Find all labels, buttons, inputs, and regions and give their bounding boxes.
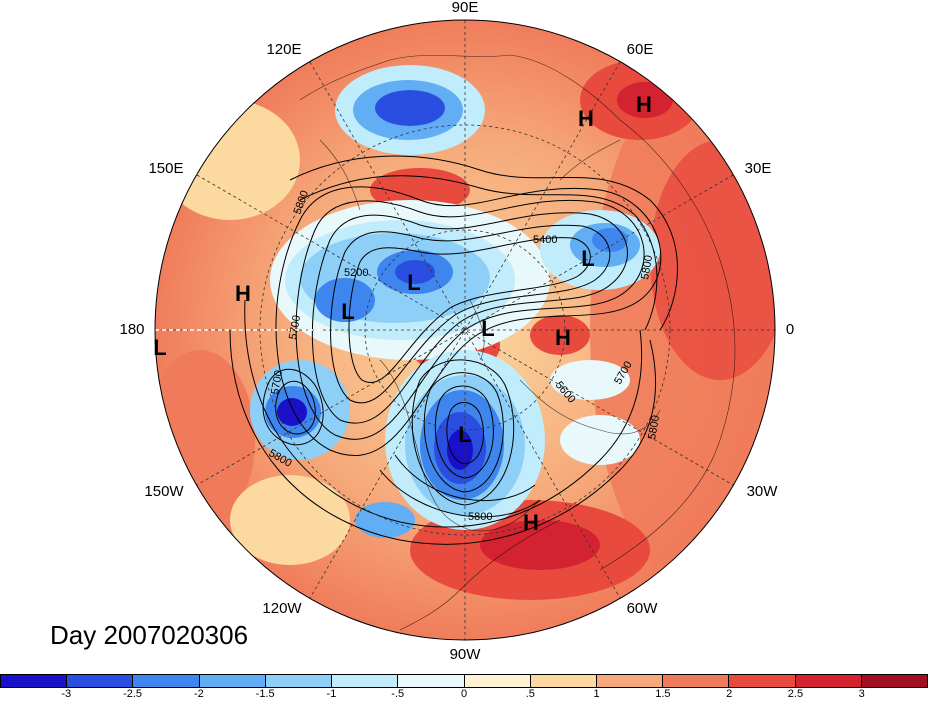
low-marker: L xyxy=(341,299,354,324)
lon-label-30w: 30W xyxy=(747,483,779,500)
lon-label-180: 180 xyxy=(119,321,144,338)
polar-map: 90E 120E 60E 150E 30E 180 0 150W 30W 120… xyxy=(119,0,794,663)
colorbar-tick-label: -2 xyxy=(193,688,204,700)
colorbar-tick-label: -1.5 xyxy=(255,688,275,700)
colorbar-tick-label: -2.5 xyxy=(123,688,143,700)
colorbar-tick-label: 3 xyxy=(858,688,865,700)
contour-label: 5800 xyxy=(639,254,655,280)
low-marker: L xyxy=(407,270,420,295)
contour-label: 5800 xyxy=(468,511,492,523)
colorbar-tick-label: 2 xyxy=(726,688,733,700)
colorbar-labels: -3 -2.5 -2 -1.5 -1 -.5 0 .5 1 1.5 2 2.5 3 xyxy=(0,688,928,702)
colorbar-segment xyxy=(1,675,68,687)
colorbar-segment xyxy=(663,675,730,687)
colorbar-tick-label: -1 xyxy=(326,688,337,700)
lon-label-120w: 120W xyxy=(262,600,302,617)
contour-label: 5400 xyxy=(533,234,557,246)
colorbar-segment xyxy=(530,675,597,687)
lon-label-150w: 150W xyxy=(144,483,184,500)
colorbar-segment xyxy=(596,675,664,687)
low-marker: L xyxy=(481,316,494,341)
low-marker: L xyxy=(153,335,166,360)
lon-label-30e: 30E xyxy=(745,160,772,177)
colorbar-segment xyxy=(199,675,266,687)
colorbar-segment xyxy=(861,675,928,687)
high-marker: H xyxy=(555,325,571,350)
lon-label-120e: 120E xyxy=(266,41,301,58)
colorbar-tick-label: 1.5 xyxy=(655,688,671,700)
high-marker: H xyxy=(578,106,594,131)
colorbar-segment xyxy=(67,675,134,687)
high-marker: H xyxy=(636,92,652,117)
colorbar-segment xyxy=(332,675,399,687)
colorbar-tick-label: .5 xyxy=(525,688,535,700)
lon-label-60w: 60W xyxy=(627,600,659,617)
colorbar-segment xyxy=(398,675,465,687)
low-marker: L xyxy=(458,422,471,447)
colorbar xyxy=(0,674,928,688)
high-marker: H xyxy=(235,281,251,306)
contour-label: 5700 xyxy=(269,369,285,395)
pressure-centers: H H H L L L H L L H L xyxy=(153,92,652,535)
contour-label: 5800 xyxy=(646,414,662,440)
colorbar-segment xyxy=(729,675,796,687)
map-title: Day 2007020306 xyxy=(50,620,249,650)
coastlines xyxy=(299,54,736,631)
colorbar-tick-label: -3 xyxy=(61,688,72,700)
lon-label-90w: 90W xyxy=(450,646,482,663)
contour-label: 5700 xyxy=(287,314,303,340)
lon-label-60e: 60E xyxy=(627,41,654,58)
colorbar-segment xyxy=(265,675,333,687)
low-marker: L xyxy=(581,246,594,271)
lon-label-0: 0 xyxy=(786,321,794,338)
colorbar-segment xyxy=(795,675,862,687)
longitude-labels: 90E 120E 60E 150E 30E 180 0 150W 30W 120… xyxy=(119,0,794,663)
colorbar-tick-label: 0 xyxy=(460,688,468,700)
anomaly-field xyxy=(155,20,775,640)
colorbar-segment xyxy=(464,675,531,687)
high-marker: H xyxy=(523,510,539,535)
colorbar-tick-label: 2.5 xyxy=(787,688,804,700)
map-border xyxy=(154,19,776,641)
lon-label-90e: 90E xyxy=(452,0,479,16)
colorbar-tick-label: -.5 xyxy=(391,688,405,700)
height-contours xyxy=(229,155,678,545)
contour-label: 5200 xyxy=(344,267,368,279)
colorbar-segment xyxy=(133,675,200,687)
lon-label-150e: 150E xyxy=(148,160,183,177)
colorbar-tick-label: 1 xyxy=(593,688,600,700)
